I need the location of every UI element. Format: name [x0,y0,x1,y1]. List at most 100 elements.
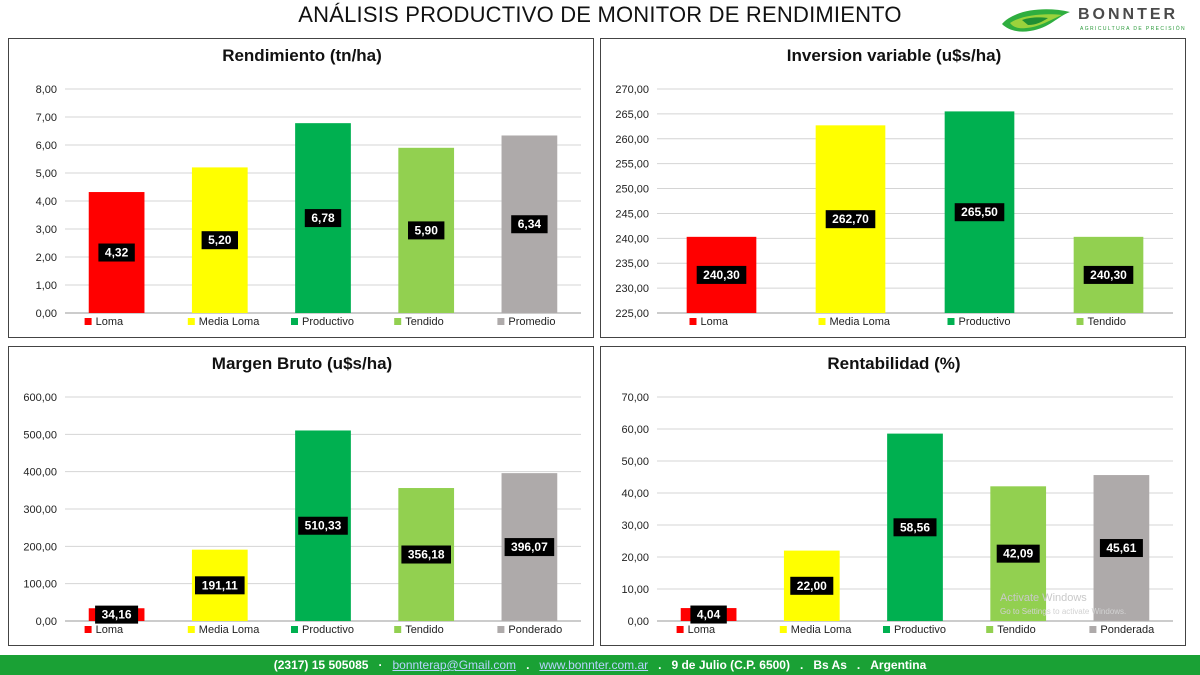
legend-swatch [818,318,826,325]
data-label-box [504,538,555,557]
y-tick-label: 2,00 [36,252,57,264]
legend-label: Loma [688,624,716,636]
y-tick-label: 1,00 [36,280,57,292]
data-label: 45,61 [1106,541,1136,555]
legend-swatch [187,626,195,633]
y-tick-label: 245,00 [615,208,649,220]
y-tick-label: 600,00 [23,392,57,404]
data-label-box [195,576,245,595]
footer-province: Bs As [813,658,847,672]
legend-label: Media Loma [791,624,852,636]
footer-phone: (2317) 15 505085 [273,658,369,672]
chart-panel-rentabilidad: Rentabilidad (%) 0,00 10,00 20,00 30,00 40,00… [600,346,1186,646]
data-label: 42,09 [1003,547,1033,561]
y-tick-label: 8,00 [36,84,57,96]
legend-label: Ponderado [508,624,562,636]
data-label-box [690,605,727,624]
legend-label: Productivo [959,316,1011,328]
legend-swatch [497,318,505,325]
y-tick-label: 400,00 [23,467,57,479]
y-tick-label: 0,00 [36,616,57,628]
legend-label: Productivo [302,316,354,328]
chart-inversion-variable: Inversion variable (u$s/ha) 225,00 230,00 2… [615,46,1173,328]
chart-panel-inversion: Inversion variable (u$s/ha) 225,00 230,00 2… [600,38,1186,338]
y-tick-label: 500,00 [23,429,57,441]
y-tick-label: 3,00 [36,224,57,236]
legend-swatch [84,318,92,325]
legend-label: Loma [701,316,729,328]
y-tick-label: 70,00 [621,392,649,404]
legend-label: Media Loma [830,316,891,328]
y-tick-label: 0,00 [628,616,649,628]
logo-name: BONNTER [1078,6,1179,23]
legend-swatch [291,626,298,633]
legend-swatch [84,626,92,633]
legend-label: Tendido [997,624,1036,636]
footer-address: 9 de Julio (C.P. 6500) [671,658,790,672]
legend-swatch [497,626,505,633]
footer-country: Argentina [870,658,927,672]
y-tick-label: 6,00 [36,140,57,152]
data-label: 58,56 [900,520,930,534]
y-tick-label: 300,00 [23,504,57,516]
legend-label: Promedio [508,316,555,328]
y-tick-label: 7,00 [36,112,57,124]
legend-label: Productivo [302,624,354,636]
chart-title: Rendimiento (tn/ha) [222,46,382,65]
y-tick-label: 50,00 [621,456,649,468]
legend-label: Productivo [894,624,946,636]
logo-tagline: AGRICULTURA DE PRECISIÓN [1080,26,1187,32]
legend-swatch [689,318,697,325]
footer-separator: . [526,658,530,672]
footer-separator: . [658,658,662,672]
y-tick-label: 40,00 [621,488,649,500]
data-label: 240,30 [1090,268,1127,282]
legend-swatch [986,626,994,633]
bonnter-leaf-icon [1002,9,1070,32]
legend-swatch [676,626,684,633]
windows-activation-title: Activate Windows [1000,592,1087,604]
legend-label: Media Loma [199,316,260,328]
y-tick-label: 5,00 [36,168,57,180]
data-label: 262,70 [832,212,869,226]
y-tick-label: 225,00 [615,308,649,320]
chart-title: Rentabilidad (%) [827,354,960,373]
data-label: 5,90 [415,223,439,237]
y-tick-label: 255,00 [615,159,649,171]
legend-swatch [1076,318,1084,325]
y-tick-label: 265,00 [615,109,649,121]
data-label: 22,00 [797,579,827,593]
legend-label: Tendido [1088,316,1127,328]
footer-bar: (2317) 15 505085 · bonnterap@Gmail.com .… [0,655,1200,675]
windows-activation-subtitle: Go to Settings to activate Windows. [1000,607,1127,616]
data-label: 34,16 [102,608,132,622]
y-tick-label: 235,00 [615,258,649,270]
legend-label: Tendido [405,624,444,636]
legend-swatch [883,626,890,633]
chart-title: Margen Bruto (u$s/ha) [212,354,392,373]
footer-email-link[interactable]: bonnterap@Gmail.com [392,658,517,672]
y-tick-label: 10,00 [621,584,649,596]
y-tick-label: 30,00 [621,520,649,532]
footer-separator: . [799,658,804,672]
data-label-box [201,231,238,250]
footer-website-link[interactable]: www.bonnter.com.ar [539,658,649,672]
y-tick-label: 250,00 [615,184,649,196]
data-label-box [790,576,834,595]
chart-panel-rendimiento: Rendimiento (tn/ha) 0,00 1,00 2,00 3,00 4,00 5… [8,38,594,338]
data-label-box [401,545,451,564]
data-label: 191,11 [202,578,238,592]
y-tick-label: 4,00 [36,196,57,208]
data-label-box [511,215,548,234]
legend-swatch [1089,626,1097,633]
data-label-box [1099,539,1143,558]
chart-rentabilidad: Rentabilidad (%) 0,00 10,00 20,00 30,00 40,00… [621,354,1173,636]
y-tick-label: 100,00 [23,579,57,591]
data-label-box [98,243,135,262]
legend-label: Ponderada [1100,624,1155,636]
data-label: 6,78 [311,211,335,225]
page-title: ANÁLISIS PRODUCTIVO DE MONITOR DE RENDIM… [298,2,902,27]
data-label-box [996,544,1040,563]
legend-label: Tendido [405,316,444,328]
data-label-box [954,203,1005,222]
